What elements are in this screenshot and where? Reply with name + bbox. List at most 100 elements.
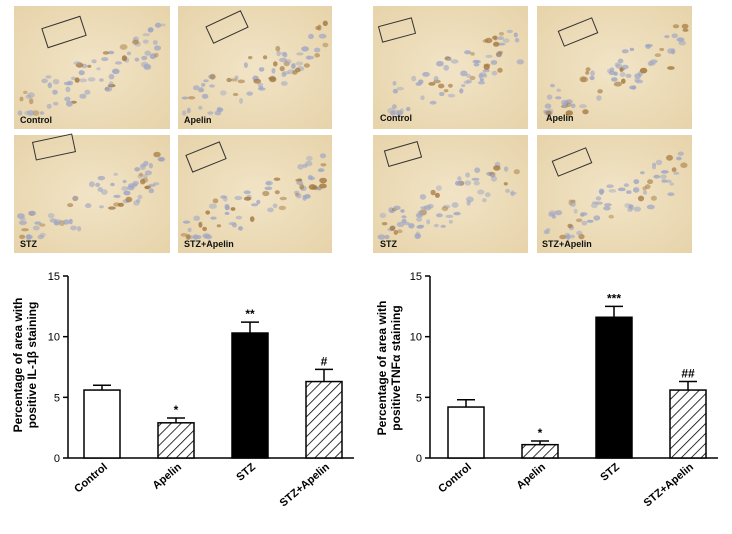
significance-label: * — [174, 403, 179, 417]
cell — [392, 81, 397, 86]
cell — [279, 196, 287, 201]
cell — [67, 80, 74, 86]
cell — [490, 60, 498, 65]
cell — [137, 174, 143, 179]
cell — [19, 217, 26, 221]
region-box — [377, 17, 417, 43]
cell — [296, 180, 304, 185]
cell — [279, 66, 285, 72]
cell — [280, 81, 288, 86]
cell — [28, 210, 36, 216]
y-tick-label: 15 — [48, 271, 60, 283]
cell — [430, 189, 436, 196]
category-label: STZ — [598, 461, 622, 484]
micrograph-panel-tnfa: Control Apelin STZ STZ+Apelin — [373, 6, 692, 253]
cell — [26, 235, 33, 239]
cell — [453, 211, 461, 216]
cell — [642, 190, 648, 195]
cell — [637, 195, 645, 202]
cell — [396, 221, 405, 228]
cell — [502, 38, 510, 43]
tile-label: STZ+Apelin — [542, 239, 592, 249]
cell — [148, 188, 154, 194]
cell — [678, 40, 686, 46]
cell — [154, 52, 159, 58]
cell — [608, 214, 614, 219]
cell — [87, 64, 92, 68]
cell — [590, 70, 595, 76]
cell — [226, 77, 232, 83]
cell — [477, 189, 485, 195]
cell — [91, 59, 97, 64]
cell — [113, 172, 118, 176]
cell — [128, 183, 135, 189]
cell — [586, 219, 594, 223]
cell — [234, 195, 243, 201]
cell — [647, 179, 654, 185]
cell — [396, 86, 405, 91]
cell — [680, 162, 688, 168]
cell — [41, 78, 48, 84]
cell — [45, 75, 52, 79]
cell — [621, 49, 629, 54]
cell — [104, 86, 113, 92]
cell — [132, 183, 138, 187]
cell — [234, 75, 239, 80]
cell — [596, 95, 602, 101]
cell — [505, 188, 510, 193]
cell — [438, 83, 445, 89]
cell — [230, 207, 236, 211]
cell — [237, 79, 245, 84]
cell — [659, 174, 667, 179]
cell — [477, 81, 486, 85]
cell — [87, 77, 96, 82]
cell — [296, 193, 302, 199]
y-tick-label: 5 — [416, 392, 422, 404]
cell — [142, 39, 149, 44]
cell — [297, 164, 304, 170]
y-tick-label: 15 — [410, 271, 422, 283]
cell — [160, 23, 166, 27]
tissue-image — [373, 6, 528, 129]
bar — [305, 380, 343, 459]
micrograph-tile: STZ+Apelin — [178, 135, 332, 253]
cell — [140, 61, 149, 68]
cell — [457, 176, 462, 181]
cell — [548, 212, 555, 218]
cell — [443, 89, 449, 93]
bar — [157, 422, 195, 459]
cell — [593, 215, 601, 221]
cell — [19, 234, 26, 239]
cell — [121, 186, 129, 191]
cell — [294, 67, 301, 73]
region-box — [185, 141, 227, 173]
cell — [448, 83, 453, 88]
cell — [85, 203, 92, 209]
cell — [422, 71, 430, 77]
cell — [669, 182, 674, 186]
cell — [140, 178, 146, 185]
cell — [463, 80, 470, 85]
cell — [384, 234, 390, 240]
cell — [461, 84, 466, 88]
cell — [258, 67, 265, 72]
cell — [243, 196, 252, 201]
significance-label: # — [321, 354, 328, 368]
cell — [258, 87, 266, 91]
cell — [661, 179, 669, 183]
cell — [182, 110, 187, 116]
cell — [392, 104, 397, 110]
cell — [232, 92, 239, 97]
cell — [672, 24, 680, 29]
cell — [466, 196, 474, 203]
category-label: Control — [72, 461, 110, 495]
cell — [447, 58, 452, 61]
category-label: Apelin — [514, 461, 548, 492]
cell — [318, 33, 327, 39]
cell — [559, 234, 567, 240]
cell — [65, 100, 73, 107]
cell — [676, 156, 682, 161]
cell — [101, 57, 109, 62]
cell — [513, 169, 520, 175]
